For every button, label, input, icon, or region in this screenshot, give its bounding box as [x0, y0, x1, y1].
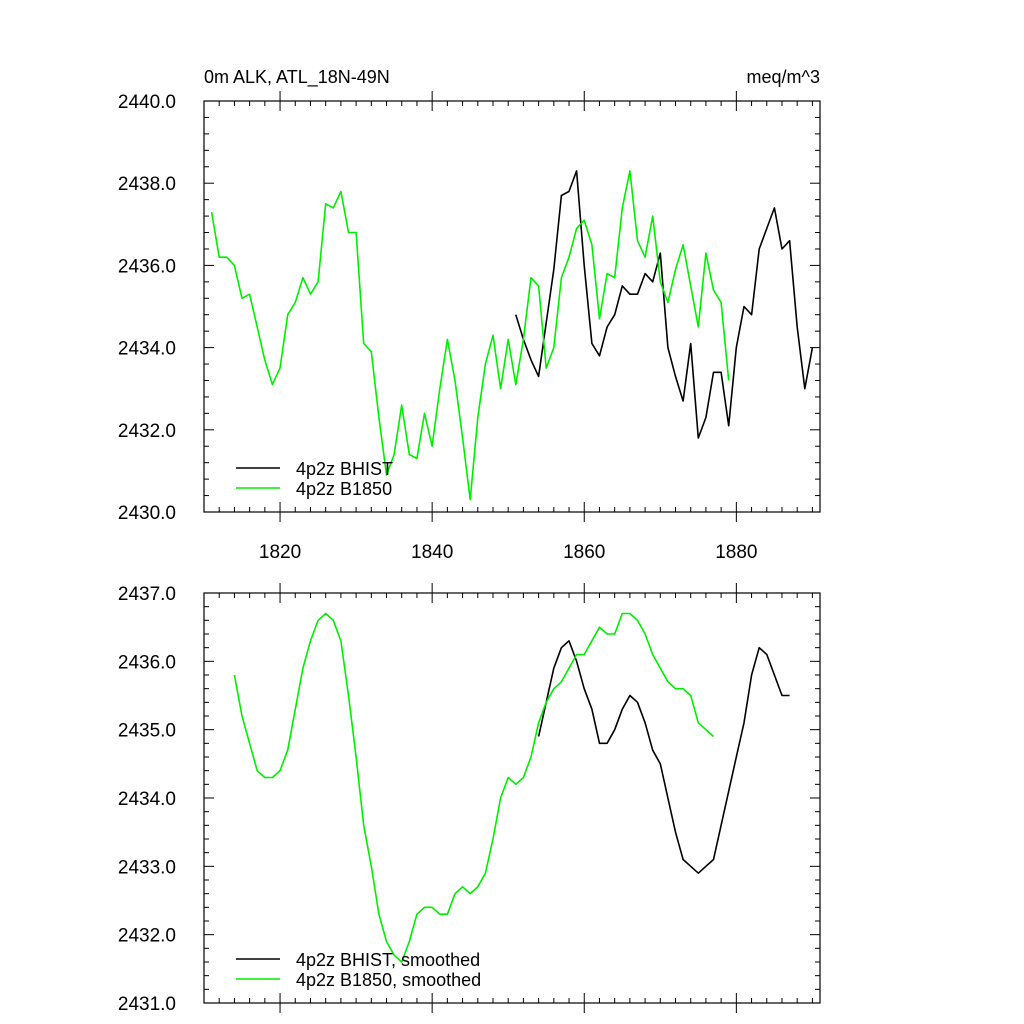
x-tick-label: 1880 — [715, 542, 757, 563]
y-tick-label: 2432.0 — [118, 421, 176, 442]
y-tick-label: 2436.0 — [118, 652, 176, 673]
y-tick-label: 2434.0 — [118, 789, 176, 810]
series-line-4p2z-b1850-smoothed — [233, 612, 715, 963]
y-tick-label: 2433.0 — [118, 857, 176, 878]
chart-title-left: 0m ALK, ATL_18N-49N — [204, 67, 390, 88]
y-tick-label: 2437.0 — [118, 584, 176, 605]
series-line-4p2z-bhist — [515, 170, 814, 439]
y-tick-label: 2430.0 — [118, 503, 176, 524]
y-tick-label: 2438.0 — [118, 174, 176, 195]
y-tick-label: 2434.0 — [118, 339, 176, 360]
plot-frame — [203, 100, 821, 513]
series-line-4p2z-b1850 — [210, 170, 730, 501]
x-tick-label: 1840 — [411, 542, 453, 563]
y-tick-label: 2436.0 — [118, 256, 176, 277]
x-tick-label: 1820 — [259, 542, 301, 563]
y-tick-label: 2431.0 — [118, 994, 176, 1015]
panel-bottom-alkalinity-smoothed: 2431.0 2432.0 2433.0 2434.0 2435.0 2436.0 2437… — [118, 583, 821, 1015]
y-tick-label: 2440.0 — [118, 92, 176, 113]
panel-top-alkalinity: 2430.0 2432.0 2434.0 2436.0 2438.0 2440.0 1820… — [118, 91, 821, 563]
x-tick-label: 1860 — [563, 542, 605, 563]
y-tick-label: 2435.0 — [118, 721, 176, 742]
legend-label: 4p2z B1850, smoothed — [296, 970, 481, 990]
legend-label: 4p2z B1850 — [296, 479, 392, 499]
legend-label: 4p2z BHIST, smoothed — [296, 950, 480, 970]
y-tick-label: 2432.0 — [118, 926, 176, 947]
chart-units-label: meq/m^3 — [747, 67, 820, 87]
series-line-4p2z-bhist-smoothed — [537, 639, 790, 875]
legend-label: 4p2z BHIST — [296, 459, 393, 479]
